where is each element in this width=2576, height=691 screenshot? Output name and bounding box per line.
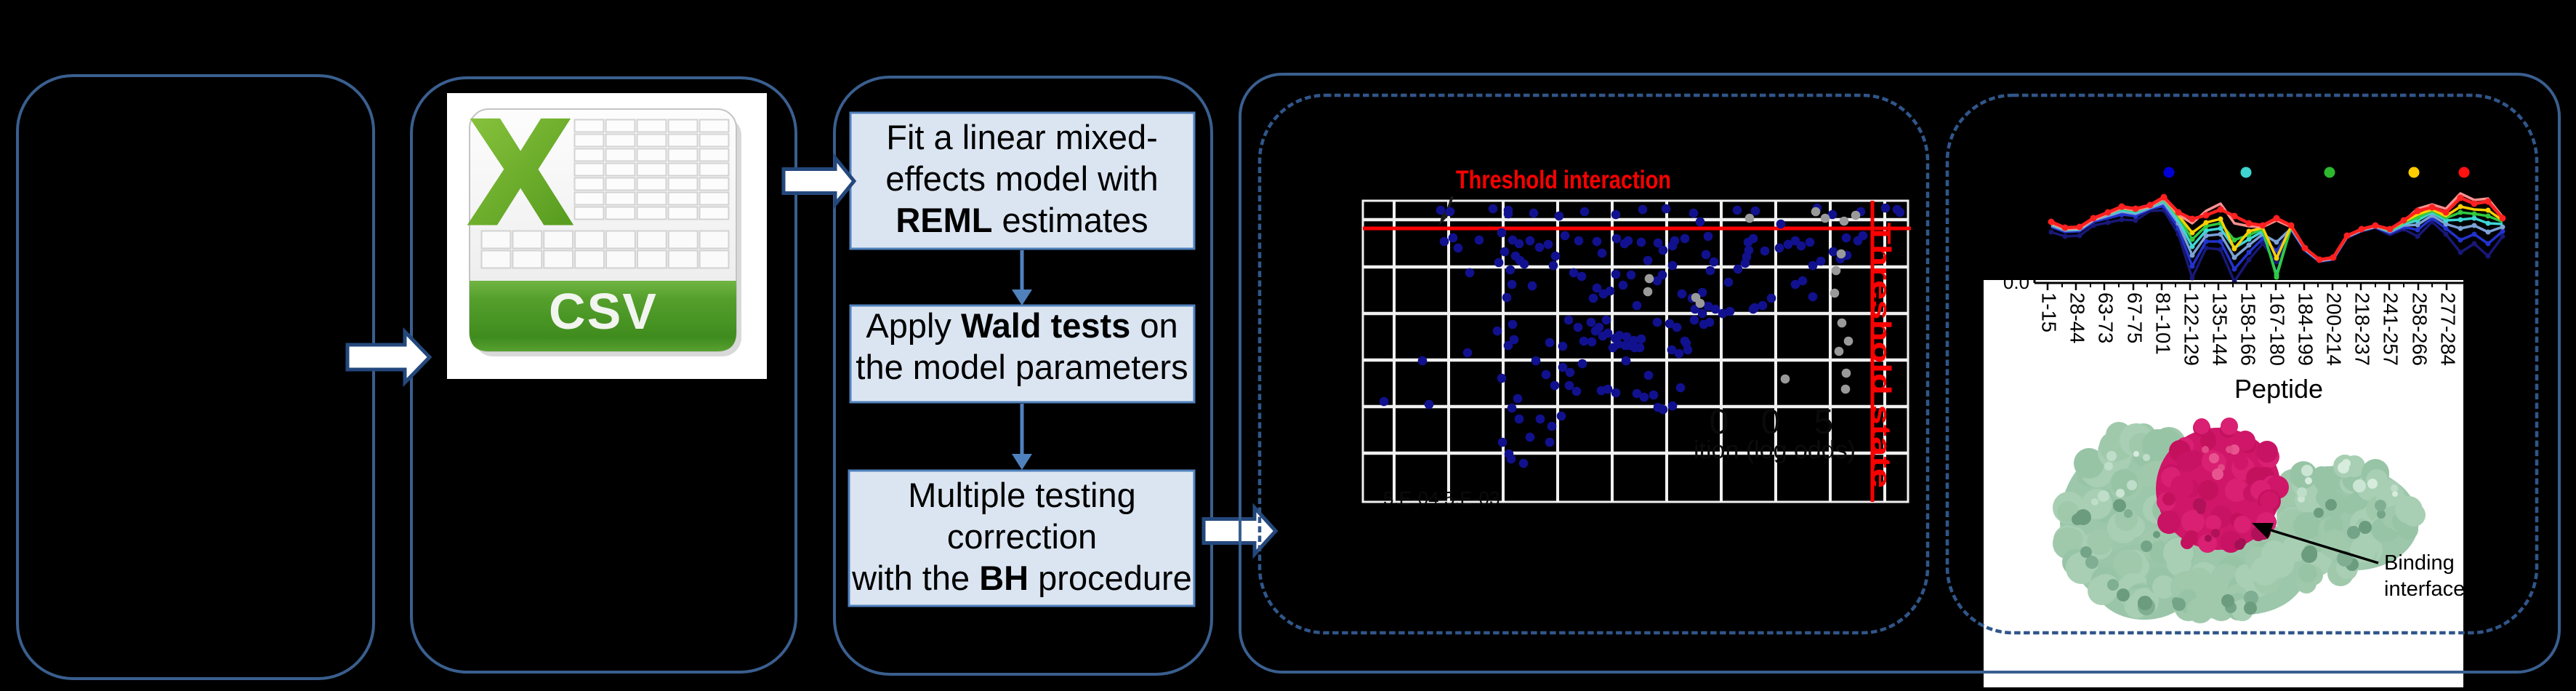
svg-text:81-101: 81-101 (2152, 292, 2175, 355)
svg-text:REML estimates: REML estimates (895, 201, 1148, 239)
svg-text:258-266: 258-266 (2409, 292, 2431, 366)
svg-text:0.0: 0.0 (2003, 271, 2029, 293)
svg-text:correction: correction (947, 517, 1097, 556)
svg-text:interface: interface (2384, 578, 2465, 601)
svg-text:241-257: 241-257 (2380, 292, 2402, 366)
svg-text:5.E-04 5.E-03: 5.E-04 5.E-03 (1383, 487, 1500, 509)
svg-text:200-214: 200-214 (2323, 292, 2346, 366)
svg-text:1-15: 1-15 (2038, 292, 2061, 332)
svg-text:effects model with: effects model with (885, 159, 1158, 198)
svg-text:Peptide: Peptide (2234, 374, 2323, 404)
svg-text:218-237: 218-237 (2351, 292, 2374, 366)
svg-text:67-75: 67-75 (2124, 292, 2146, 343)
svg-text:184-199: 184-199 (2295, 292, 2317, 366)
svg-text:ition (log odds): ition (log odds) (1694, 436, 1856, 464)
svg-text:28-44: 28-44 (2066, 292, 2089, 343)
svg-text:Fit a linear mixed-: Fit a linear mixed- (886, 118, 1158, 156)
svg-text:167-180: 167-180 (2266, 292, 2289, 366)
svg-text:the model parameters: the model parameters (856, 348, 1188, 386)
svg-text:122-129: 122-129 (2181, 292, 2203, 366)
svg-text:CSV: CSV (549, 283, 658, 340)
svg-text:277-284: 277-284 (2437, 292, 2460, 366)
svg-text:Binding: Binding (2384, 551, 2455, 575)
svg-text:0: 0 (1761, 403, 1781, 442)
svg-text:Multiple testing: Multiple testing (908, 476, 1136, 514)
svg-text:135-144: 135-144 (2209, 292, 2231, 366)
svg-text:5: 5 (1814, 403, 1834, 442)
svg-text:with the BH procedure: with the BH procedure (851, 559, 1192, 597)
svg-text:63-73: 63-73 (2095, 292, 2117, 343)
svg-text:Apply Wald tests on: Apply Wald tests on (866, 306, 1178, 345)
svg-text:X: X (472, 91, 568, 253)
svg-text:Threshold state: Threshold state (1867, 223, 1896, 488)
svg-text:Threshold interaction: Threshold interaction (1456, 166, 1671, 194)
svg-text:158-166: 158-166 (2237, 292, 2260, 366)
svg-text:0: 0 (1710, 403, 1729, 442)
